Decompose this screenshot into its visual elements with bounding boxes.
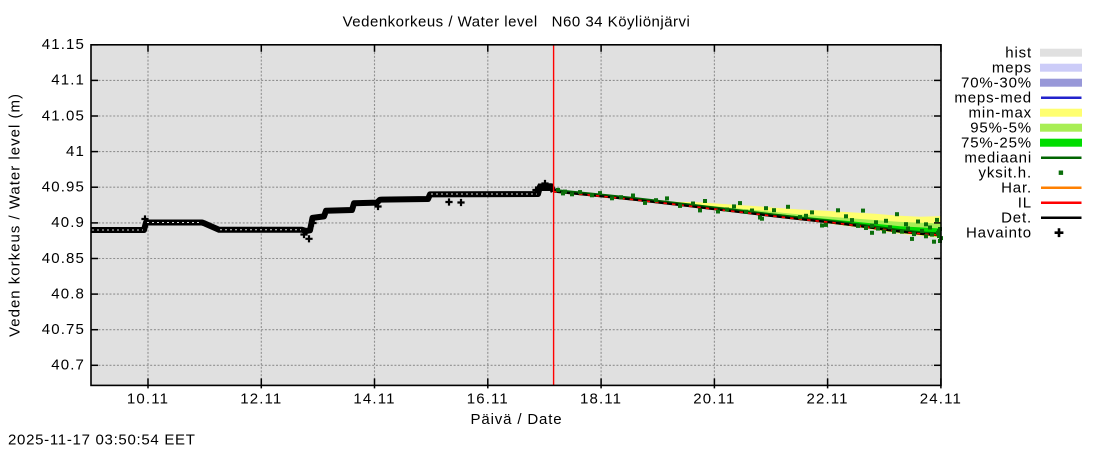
svg-text:22.11: 22.11 [807, 391, 849, 408]
svg-text:IL: IL [1018, 195, 1032, 212]
svg-text:mediaani: mediaani [964, 150, 1032, 167]
svg-text:40.95: 40.95 [42, 179, 85, 196]
svg-text:70%-30%: 70%-30% [961, 75, 1032, 92]
svg-text:40.7: 40.7 [51, 357, 85, 374]
svg-text:Vedenkorkeus / Water level N: Vedenkorkeus / Water level N60 34 Köyliö… [343, 14, 691, 31]
svg-text:40.9: 40.9 [51, 214, 85, 231]
svg-text:41.1: 41.1 [51, 72, 85, 89]
svg-text:41.05: 41.05 [42, 107, 85, 124]
svg-text:75%-25%: 75%-25% [961, 135, 1032, 152]
svg-text:40.8: 40.8 [51, 285, 85, 302]
svg-text:2025-11-17 03:50:54 EET: 2025-11-17 03:50:54 EET [8, 432, 196, 449]
svg-text:meps-med: meps-med [954, 90, 1032, 107]
svg-text:min-max: min-max [969, 105, 1032, 122]
svg-text:40.85: 40.85 [42, 250, 85, 267]
svg-text:41: 41 [66, 143, 85, 160]
svg-text:95%-5%: 95%-5% [970, 120, 1032, 137]
svg-text:41.15: 41.15 [42, 36, 85, 53]
svg-text:Det.: Det. [1001, 210, 1032, 227]
svg-text:20.11: 20.11 [693, 391, 735, 408]
svg-text:10.11: 10.11 [127, 391, 169, 408]
svg-text:14.11: 14.11 [353, 391, 395, 408]
svg-text:40.75: 40.75 [42, 321, 85, 338]
svg-text:yksit.h.: yksit.h. [979, 165, 1032, 182]
svg-text:16.11: 16.11 [467, 391, 509, 408]
svg-text:meps: meps [992, 60, 1032, 77]
svg-text:Veden korkeus / Water level (m: Veden korkeus / Water level (m) [7, 93, 24, 337]
svg-text:24.11: 24.11 [920, 391, 962, 408]
svg-text:Havainto: Havainto [966, 225, 1032, 242]
svg-text:Päivä / Date: Päivä / Date [471, 411, 563, 428]
svg-text:hist: hist [1005, 45, 1032, 62]
svg-text:Har.: Har. [1001, 180, 1032, 197]
svg-text:18.11: 18.11 [580, 391, 622, 408]
svg-text:12.11: 12.11 [240, 391, 282, 408]
